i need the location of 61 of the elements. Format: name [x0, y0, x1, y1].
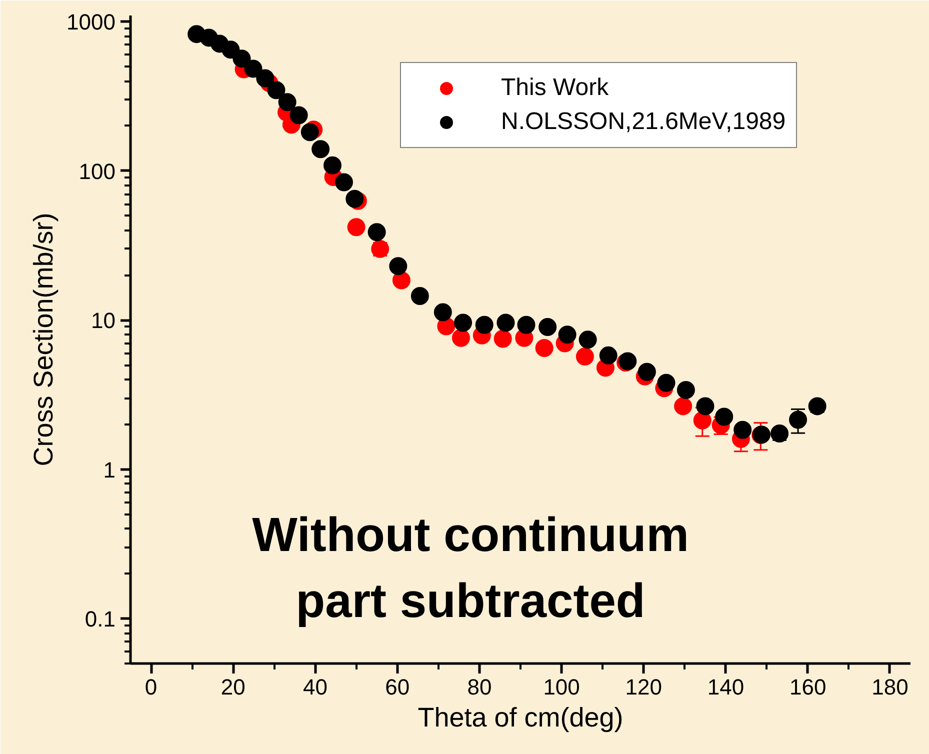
point — [323, 156, 342, 174]
point — [368, 223, 386, 242]
annotation: Without continuum part subtracted — [252, 508, 689, 628]
y-tick-label: 0.1 — [84, 606, 116, 632]
point — [256, 69, 274, 88]
point — [576, 348, 594, 366]
x-tick-label: 20 — [220, 674, 246, 700]
point — [334, 173, 353, 192]
point — [389, 257, 408, 276]
x-tick-label: 120 — [625, 674, 662, 700]
point — [454, 314, 472, 332]
point — [232, 50, 251, 68]
point — [312, 140, 330, 158]
x-axis-title: Theta of cm(deg) — [418, 702, 624, 732]
point — [535, 339, 554, 358]
point — [278, 93, 296, 112]
point — [434, 303, 452, 322]
y-tick-label: 100 — [78, 158, 116, 184]
point — [300, 123, 319, 142]
y-tick-label: 10 — [91, 308, 116, 334]
point — [674, 397, 692, 416]
legend-label: This Work — [501, 73, 609, 103]
point — [808, 397, 826, 416]
y-axis-title: Cross Section(mb/sr) — [28, 212, 59, 466]
y-tick-label: 1000 — [66, 10, 116, 35]
point — [676, 381, 695, 400]
x-tick-label: 80 — [467, 674, 492, 700]
point — [770, 424, 789, 442]
point — [789, 410, 808, 429]
legend-label: N.OLSSON,21.6MeV,1989 — [501, 107, 786, 137]
x-tick-label: 140 — [707, 674, 744, 700]
point — [517, 316, 536, 334]
point — [452, 328, 470, 347]
point — [222, 40, 240, 59]
point — [578, 330, 597, 349]
x-tick-label: 40 — [303, 674, 328, 700]
point — [410, 287, 429, 306]
y-tick-label: 1 — [103, 457, 116, 482]
point — [657, 374, 676, 392]
point — [538, 318, 557, 336]
point — [696, 397, 714, 416]
point — [346, 190, 364, 208]
x-tick-label: 60 — [385, 674, 410, 700]
x-tick-label: 180 — [872, 674, 908, 700]
point — [638, 362, 656, 381]
point — [734, 420, 752, 439]
point — [558, 326, 576, 344]
x-tick-label: 0 — [144, 674, 158, 700]
x-tick-label: 100 — [543, 674, 580, 700]
point — [267, 81, 286, 100]
point — [475, 316, 494, 334]
point — [244, 60, 262, 78]
point — [347, 218, 366, 236]
point — [715, 408, 734, 426]
point — [599, 346, 618, 364]
point — [494, 330, 512, 348]
point — [496, 314, 515, 332]
point — [392, 271, 410, 290]
point — [290, 106, 308, 124]
point — [693, 411, 712, 430]
x-tick-label: 160 — [790, 674, 826, 700]
